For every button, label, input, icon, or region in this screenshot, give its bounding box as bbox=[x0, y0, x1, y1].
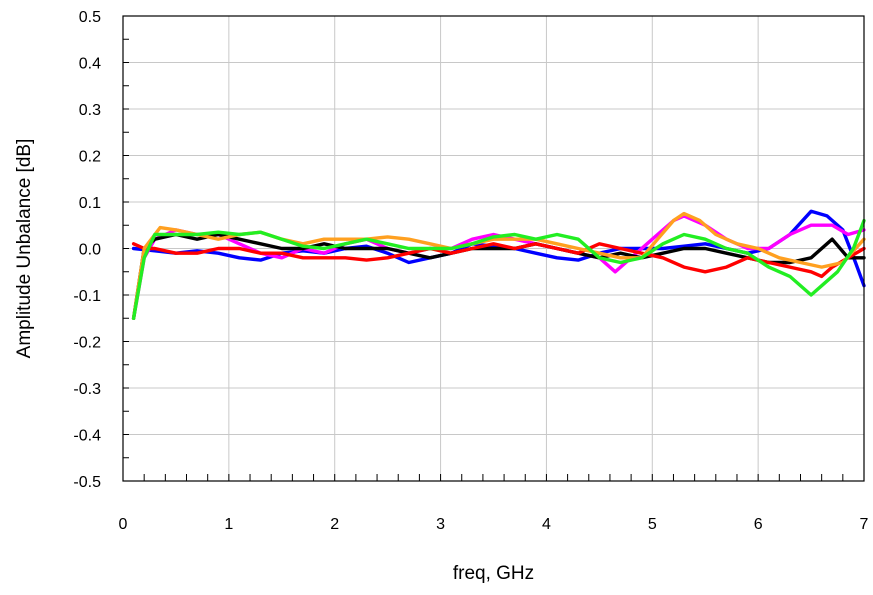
y-tick-label: 0.2 bbox=[79, 149, 101, 166]
x-tick-label: 1 bbox=[224, 516, 233, 533]
plot-frame bbox=[122, 15, 865, 482]
y-tick-label: 0.4 bbox=[79, 56, 101, 73]
y-tick-label: 0.1 bbox=[79, 195, 101, 212]
y-tick-label: 0.3 bbox=[79, 102, 101, 119]
x-tick-labels: 0 1 2 3 4 5 6 7 bbox=[119, 516, 869, 533]
y-tick-label: -0.3 bbox=[73, 381, 101, 398]
y-tick-label: 0.0 bbox=[79, 242, 101, 259]
x-tick-label: 6 bbox=[754, 516, 763, 533]
x-tick-label: 3 bbox=[436, 516, 445, 533]
series-line-2 bbox=[131, 214, 866, 320]
series-line-6 bbox=[131, 218, 866, 320]
x-tick-label: 4 bbox=[542, 516, 551, 533]
x-tick-label: 2 bbox=[330, 516, 339, 533]
x-tick-label: 7 bbox=[860, 516, 869, 533]
x-axis-title: freq, GHz bbox=[453, 563, 534, 584]
y-tick-label: 0.5 bbox=[79, 9, 101, 26]
y-tick-label: -0.2 bbox=[73, 335, 101, 352]
series-line-4 bbox=[131, 242, 866, 279]
series-line-5 bbox=[131, 211, 866, 320]
y-tick-label: -0.1 bbox=[73, 288, 101, 305]
series-group bbox=[131, 209, 866, 320]
y-tick-label: -0.5 bbox=[73, 474, 101, 491]
x-tick-label: 5 bbox=[648, 516, 657, 533]
y-tick-labels: 0.5 0.4 0.3 0.2 0.1 0.0 -0.1 -0.2 -0.3 -0.4 -0.5 bbox=[73, 9, 101, 491]
y-axis-title: Amplitude Unbalance [dB] bbox=[14, 139, 35, 359]
x-tick-label: 0 bbox=[119, 516, 128, 533]
y-tick-label: -0.4 bbox=[73, 428, 101, 445]
